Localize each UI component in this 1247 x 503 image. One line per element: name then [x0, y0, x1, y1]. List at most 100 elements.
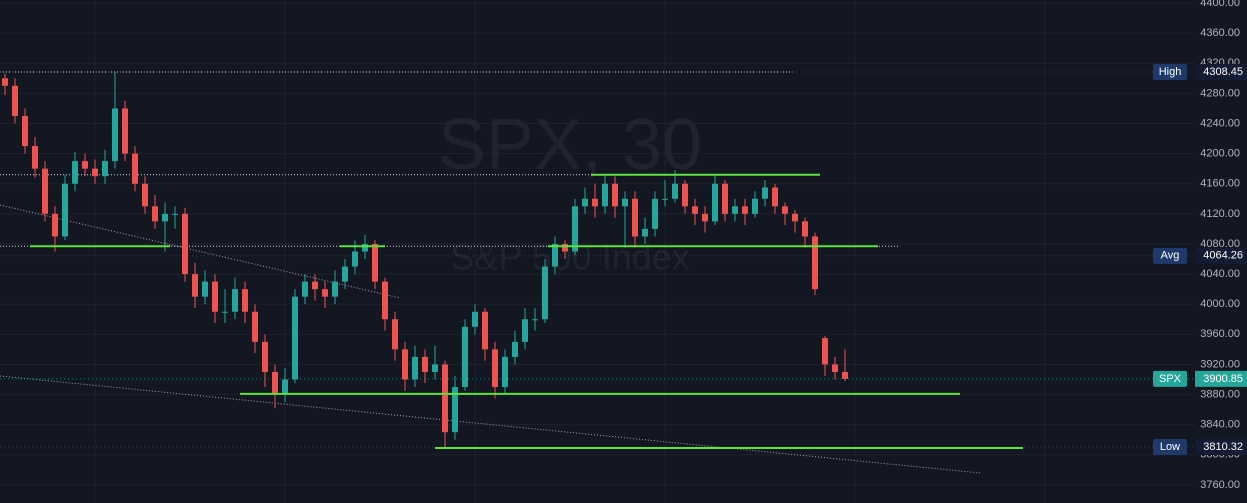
candle-body [222, 311, 228, 313]
candle-body [82, 161, 88, 169]
y-tick-label: 4400.00 [1200, 0, 1240, 9]
price-badge-value-bg [1195, 247, 1247, 264]
price-badge-value: 3810.32 [1203, 441, 1243, 453]
candle-body [132, 153, 138, 184]
candle-body [512, 341, 518, 357]
candle-body [822, 338, 828, 365]
candle-body [202, 281, 208, 297]
candle-body [692, 206, 698, 214]
candle-body [592, 198, 598, 207]
candle-body [282, 379, 288, 395]
candle-body [482, 311, 488, 350]
y-tick-label: 3880.00 [1200, 388, 1240, 400]
candle-body [362, 243, 368, 252]
candle-body [682, 183, 688, 207]
candle-body [12, 85, 18, 116]
candle-body [62, 183, 68, 237]
candle-body [612, 183, 618, 207]
candle-body [532, 319, 538, 321]
candle-body [242, 289, 248, 312]
price-badge-name: Avg [1161, 250, 1180, 262]
candle-body [732, 206, 738, 214]
candle-body [792, 213, 798, 222]
candle-body [42, 168, 48, 214]
candle-body [262, 341, 268, 372]
price-badge-value-bg [1195, 63, 1247, 80]
candle-body [702, 213, 708, 222]
y-tick-label: 4120.00 [1200, 208, 1240, 220]
candle-body [672, 183, 678, 199]
candle-body [762, 187, 768, 199]
candle-body [162, 213, 168, 222]
candle-body [182, 213, 188, 275]
y-tick-label: 4280.00 [1200, 87, 1240, 99]
candle-body [432, 364, 438, 372]
candle-body [662, 198, 668, 200]
watermark-title: SPX, 30 [438, 105, 702, 185]
candle-body [582, 198, 588, 207]
price-badge-name-bg [1153, 370, 1187, 387]
candle-body [252, 311, 258, 342]
candle-body [502, 356, 508, 388]
candle-body [102, 161, 108, 177]
price-badge-name: SPX [1159, 373, 1182, 385]
candle-body [382, 281, 388, 320]
candle-body [372, 243, 378, 282]
price-badge-name-bg [1153, 439, 1187, 456]
y-tick-label: 3920.00 [1200, 358, 1240, 370]
y-tick-label: 4000.00 [1200, 298, 1240, 310]
candle-body [392, 319, 398, 350]
candle-body [52, 213, 58, 237]
candle-body [602, 183, 608, 207]
candle-body [812, 236, 818, 290]
y-tick-label: 3840.00 [1200, 419, 1240, 431]
candle-body [752, 198, 758, 214]
candle-body [462, 326, 468, 388]
candle-body [402, 349, 408, 380]
candle-body [112, 108, 118, 162]
y-tick-label: 3960.00 [1200, 328, 1240, 340]
candle-body [322, 289, 328, 297]
candle-body [492, 349, 498, 388]
candle-body [632, 198, 638, 237]
candle-body [152, 206, 158, 222]
candle-body [292, 296, 298, 380]
candle-body [2, 78, 8, 86]
price-badge-name: High [1159, 66, 1182, 78]
candle-body [842, 371, 848, 379]
candle-body [332, 281, 338, 297]
candle-body [642, 228, 648, 237]
candle-body [412, 356, 418, 380]
candle-body [32, 146, 38, 169]
candle-body [352, 251, 358, 267]
y-tick-label: 4040.00 [1200, 268, 1240, 280]
trend-line [0, 375, 981, 474]
price-badge-value: 4064.26 [1203, 250, 1243, 262]
candle-body [802, 221, 808, 237]
y-tick-label: 4240.00 [1200, 117, 1240, 129]
candle-body [122, 108, 128, 154]
candle-body [92, 168, 98, 177]
candle-body [472, 311, 478, 327]
candle-body [22, 115, 28, 147]
candle-body [442, 364, 448, 433]
candle-body [712, 183, 718, 222]
candle-body [572, 206, 578, 252]
price-badge-value-bg [1195, 439, 1247, 456]
candle-body [562, 243, 568, 252]
price-badge-value: 3900.85 [1203, 373, 1243, 385]
candle-body [452, 387, 458, 433]
candle-body [72, 161, 78, 184]
candle-body [742, 206, 748, 214]
candle-body [192, 274, 198, 297]
candle-body [652, 198, 658, 229]
candle-body [522, 319, 528, 342]
candle-body [212, 281, 218, 312]
watermark-subtitle: S&P 500 Index [450, 237, 690, 278]
y-tick-label: 4080.00 [1200, 238, 1240, 250]
candle-body [782, 206, 788, 214]
price-badge-name-bg [1153, 63, 1187, 80]
candle-body [542, 266, 548, 320]
